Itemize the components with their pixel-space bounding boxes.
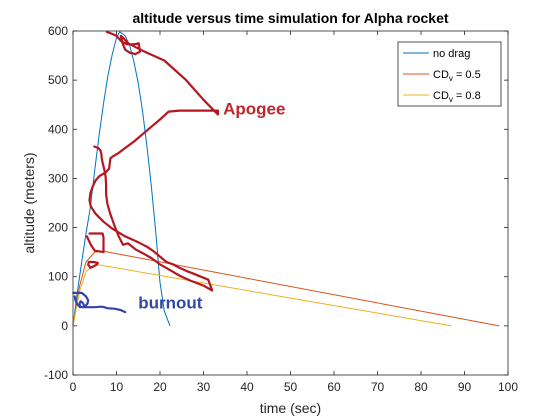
x-tick-label: 30 [197, 380, 211, 394]
annotation-apogee: Apogee [223, 100, 285, 119]
y-tick-label: 400 [48, 122, 68, 136]
hand-drawn-mark-3 [87, 260, 99, 269]
y-tick-label: -100 [44, 368, 68, 382]
annotation-burnout: burnout [138, 294, 203, 313]
hand-drawn-mark-4 [72, 291, 127, 314]
y-tick-label: 0 [61, 319, 68, 333]
legend-entry-3: CDv = 0.8 [433, 90, 481, 104]
x-tick-label: 60 [327, 380, 341, 394]
hand-drawn-mark-5 [73, 295, 82, 309]
y-tick-label: 300 [48, 171, 68, 185]
x-tick-label: 100 [498, 380, 518, 394]
x-tick-label: 10 [110, 380, 124, 394]
hand-drawn-mark-2 [85, 232, 105, 254]
x-tick-label: 40 [240, 380, 254, 394]
legend: no drag CDv = 0.5 CDv = 0.8 [397, 41, 502, 107]
x-tick-label: 50 [284, 380, 298, 394]
legend-entry-2: CDv = 0.5 [433, 69, 481, 83]
x-tick-label: 0 [70, 380, 77, 394]
x-tick-label: 80 [414, 380, 428, 394]
y-axis-label: altitude (meters) [21, 152, 37, 253]
x-tick-label: 20 [153, 380, 167, 394]
plot-frame [72, 30, 509, 376]
x-tick-label: 90 [458, 380, 472, 394]
chart-title: altitude versus time simulation for Alph… [132, 10, 448, 26]
series-line-3 [72, 264, 452, 327]
y-tick-label: 500 [48, 73, 68, 87]
y-tick-label: 600 [48, 24, 68, 38]
x-axis-label: time (sec) [260, 400, 321, 416]
legend-entry-1: no drag [433, 48, 470, 60]
y-tick-label: 100 [48, 270, 68, 284]
x-tick-label: 70 [371, 380, 385, 394]
axis-ticks: 0 10 20 30 40 50 60 70 80 90 100-10001002003004005… [44, 24, 518, 394]
y-tick-label: 200 [48, 221, 68, 235]
hand-drawn-marks [72, 30, 219, 314]
annotations: Apogee burnout [138, 100, 285, 313]
series-line-1 [72, 31, 171, 327]
hand-drawn-mark-1 [88, 30, 219, 292]
